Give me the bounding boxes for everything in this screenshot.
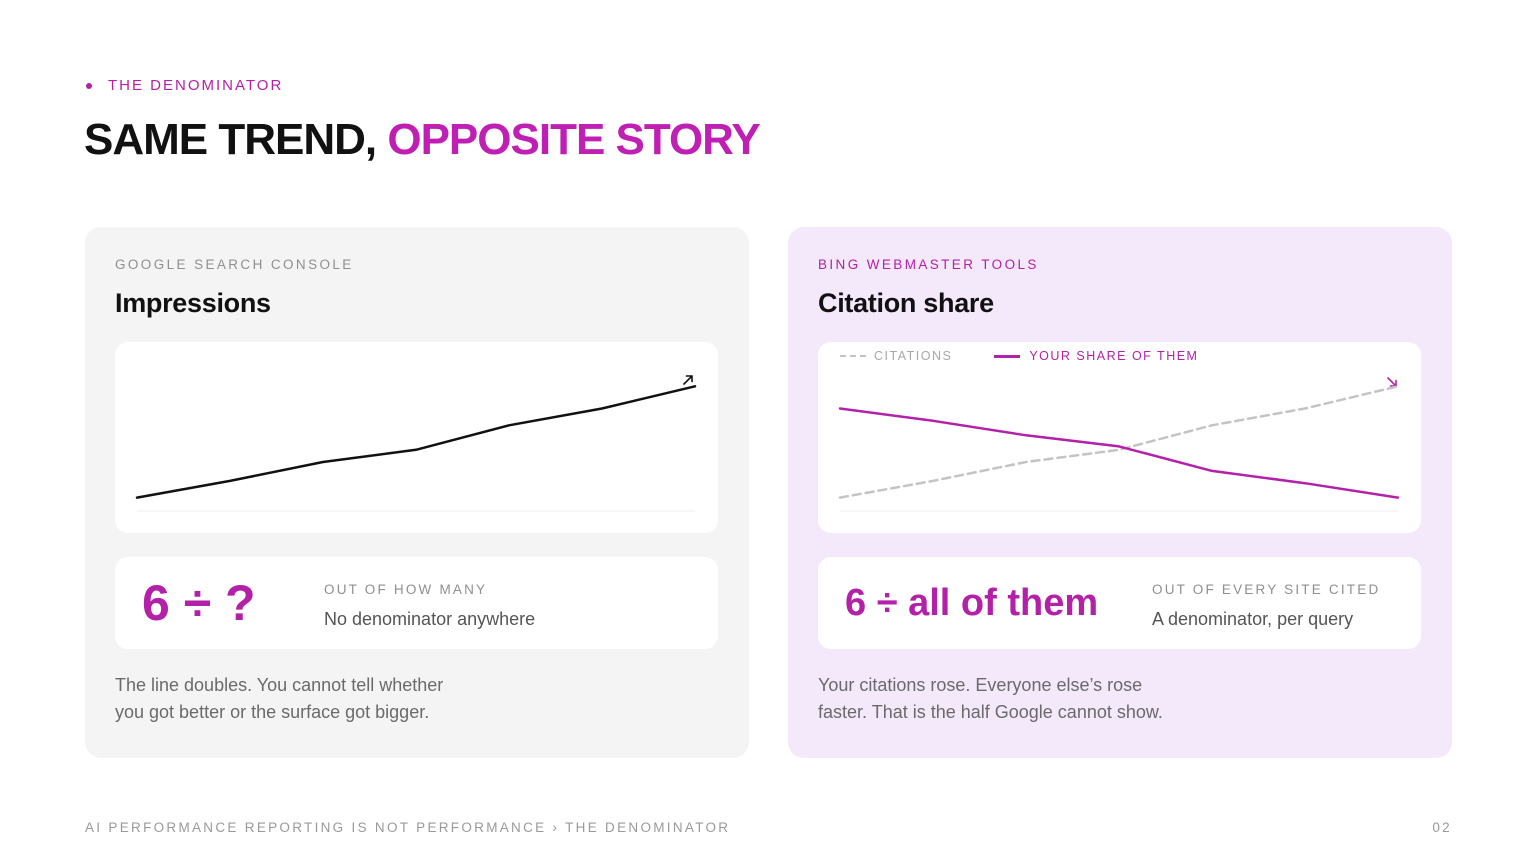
legend-swatch-solid <box>994 354 1021 358</box>
bing-metric-title: Citation share <box>818 288 994 318</box>
google-stat-subtext: No denominator anywhere <box>324 609 536 629</box>
citation-series-citations <box>838 385 1400 499</box>
citation-share-chart-svg <box>838 377 1400 512</box>
eyebrow: THE DENOMINATOR <box>86 77 283 94</box>
google-note: The line doubles. You cannot tell whethe… <box>115 672 515 726</box>
eyebrow-label: THE DENOMINATOR <box>108 77 284 94</box>
citation-series-your-share-of-them <box>838 407 1400 499</box>
google-note-line-1: The line doubles. You cannot tell whethe… <box>115 675 444 695</box>
headline: SAME TREND, OPPOSITE STORY <box>84 115 761 165</box>
page-number: 02 <box>1432 820 1452 835</box>
bing-stat-value: 6 ÷ all of them <box>845 581 1099 624</box>
impressions-chart-svg <box>135 375 697 512</box>
google-card: GOOGLE SEARCH CONSOLE Impressions 6 ÷ ? … <box>85 227 749 758</box>
legend-label-share: YOUR SHARE OF THEM <box>1029 349 1199 363</box>
footer-breadcrumb: AI PERFORMANCE REPORTING IS NOT PERFORMA… <box>85 820 731 835</box>
google-source-label: GOOGLE SEARCH CONSOLE <box>115 257 354 272</box>
google-stat-value: 6 ÷ ? <box>142 575 256 631</box>
bing-stat-caption: OUT OF EVERY SITE CITED <box>1152 582 1381 597</box>
citation-share-chart: CITATIONS YOUR SHARE OF THEM <box>818 342 1421 533</box>
eyebrow-dot <box>86 82 92 89</box>
bing-card: BING WEBMASTER TOOLS Citation share CITA… <box>788 227 1452 758</box>
headline-part-2: OPPOSITE STORY <box>387 115 760 164</box>
impressions-chart <box>115 342 718 533</box>
impressions-series-line-0 <box>135 385 697 499</box>
arrow-up-right-icon <box>683 375 693 385</box>
bing-source-label: BING WEBMASTER TOOLS <box>818 257 1039 272</box>
headline-part-1: SAME TREND, <box>84 115 377 164</box>
legend-item-share: YOUR SHARE OF THEM <box>994 349 1198 363</box>
bing-stat-box: 6 ÷ all of them OUT OF EVERY SITE CITED … <box>818 557 1421 649</box>
bing-stat-subtext: A denominator, per query <box>1152 609 1354 629</box>
bing-note-line-1: Your citations rose. Everyone else’s ros… <box>818 675 1143 695</box>
legend-swatch-dashed <box>840 355 866 357</box>
legend-label-citations: CITATIONS <box>874 349 953 363</box>
bing-note-line-2: faster. That is the half Google cannot s… <box>818 702 1163 722</box>
legend-item-citations: CITATIONS <box>840 349 952 363</box>
google-stat-box: 6 ÷ ? OUT OF HOW MANY No denominator any… <box>115 557 718 649</box>
google-note-line-2: you got better or the surface got bigger… <box>115 702 430 722</box>
google-stat-caption: OUT OF HOW MANY <box>324 582 488 597</box>
bing-note: Your citations rose. Everyone else’s ros… <box>818 672 1218 726</box>
google-metric-title: Impressions <box>115 288 271 318</box>
arrow-down-right-icon <box>1387 377 1397 387</box>
chart-legend: CITATIONS YOUR SHARE OF THEM <box>840 349 1240 363</box>
